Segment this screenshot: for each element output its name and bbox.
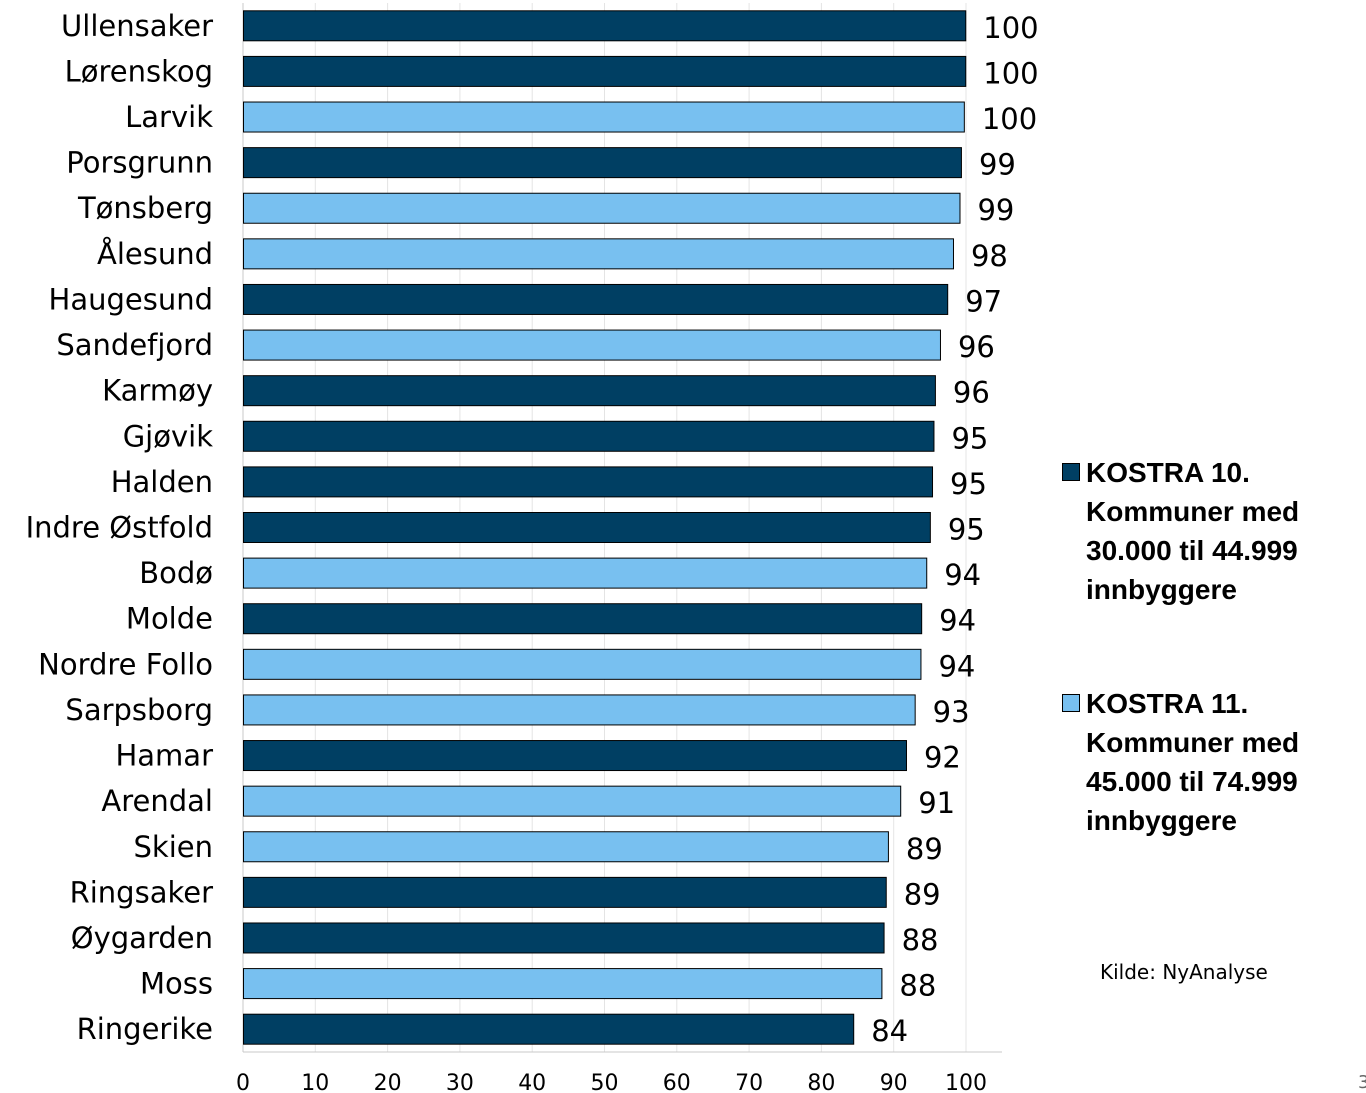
- category-label-11: Indre Østfold: [26, 511, 213, 545]
- x-tick-label-80: 80: [807, 1071, 835, 1093]
- category-label-10: Halden: [111, 465, 213, 499]
- bar-14: [243, 648, 922, 680]
- data-label-5: 98: [971, 239, 1008, 273]
- data-label-0: 100: [983, 11, 1038, 45]
- category-label-3: Porsgrunn: [66, 146, 213, 180]
- category-label-21: Moss: [140, 967, 213, 1001]
- category-label-18: Skien: [134, 830, 213, 864]
- x-tick-label-40: 40: [518, 1071, 546, 1093]
- bar-3: [243, 147, 962, 179]
- bar-11: [243, 512, 931, 543]
- x-tick-label-70: 70: [735, 1071, 763, 1093]
- bar-21: [243, 968, 883, 1000]
- page-number: 3: [1358, 1072, 1366, 1093]
- data-label-17: 91: [918, 786, 955, 820]
- data-label-14: 94: [938, 649, 975, 683]
- category-label-1: Lørenskog: [65, 54, 213, 88]
- data-label-3: 99: [979, 148, 1016, 182]
- bar-17: [243, 785, 902, 817]
- data-label-22: 84: [871, 1014, 908, 1048]
- data-label-10: 95: [950, 467, 987, 501]
- category-label-16: Hamar: [115, 739, 213, 773]
- data-label-2: 100: [982, 102, 1037, 136]
- bar-10: [243, 466, 934, 498]
- category-label-12: Bodø: [139, 556, 213, 590]
- bar-15: [243, 694, 916, 726]
- category-label-14: Nordre Follo: [38, 647, 213, 681]
- legend-entry-kostra-10: KOSTRA 10. Kommuner med 30.000 til 44.99…: [1062, 453, 1362, 609]
- x-tick-label-10: 10: [301, 1071, 329, 1093]
- data-label-1: 100: [983, 56, 1038, 90]
- bar-19: [243, 876, 887, 908]
- bar-13: [243, 603, 923, 635]
- bar-16: [243, 740, 907, 772]
- x-tick-label-90: 90: [880, 1071, 908, 1093]
- legend-swatch-kostra-11: [1062, 694, 1080, 712]
- legend-label-kostra-11: KOSTRA 11. Kommuner med 45.000 til 74.99…: [1086, 688, 1300, 836]
- data-label-6: 97: [965, 284, 1002, 318]
- x-tick-label-0: 0: [236, 1071, 250, 1093]
- legend-label-kostra-10: KOSTRA 10. Kommuner med 30.000 til 44.99…: [1086, 457, 1300, 605]
- data-label-19: 89: [904, 877, 941, 911]
- category-label-0: Ullensaker: [61, 9, 213, 43]
- category-label-2: Larvik: [125, 100, 213, 134]
- bar-5: [243, 238, 954, 270]
- category-label-4: Tønsberg: [77, 191, 213, 225]
- bar-2: [243, 101, 965, 133]
- category-label-15: Sarpsborg: [65, 693, 213, 727]
- data-label-16: 92: [924, 741, 961, 775]
- bar-6: [243, 283, 949, 315]
- bar-9: [243, 420, 935, 452]
- data-label-8: 96: [953, 376, 990, 410]
- legend-entry-kostra-11: KOSTRA 11. Kommuner med 45.000 til 74.99…: [1062, 684, 1362, 840]
- bar-12: [243, 557, 928, 589]
- category-label-5: Ålesund: [97, 237, 213, 271]
- x-tick-label-50: 50: [591, 1071, 619, 1093]
- category-label-8: Karmøy: [102, 374, 213, 408]
- data-label-9: 95: [951, 421, 988, 455]
- x-tick-label-60: 60: [663, 1071, 691, 1093]
- bar-7: [243, 329, 941, 361]
- category-label-9: Gjøvik: [123, 419, 213, 453]
- data-label-15: 93: [933, 695, 970, 729]
- data-label-12: 94: [944, 558, 981, 592]
- bar-18: [243, 831, 889, 863]
- data-label-18: 89: [906, 832, 943, 866]
- legend-swatch-kostra-10: [1062, 463, 1080, 481]
- bar-4: [243, 192, 961, 224]
- category-label-22: Ringerike: [77, 1012, 213, 1046]
- category-label-19: Ringsaker: [70, 875, 213, 909]
- data-label-11: 95: [948, 513, 985, 547]
- data-label-20: 88: [902, 923, 939, 957]
- data-label-4: 99: [977, 193, 1014, 227]
- category-label-13: Molde: [126, 602, 213, 636]
- bar-22: [243, 1013, 855, 1045]
- category-label-6: Haugesund: [49, 282, 213, 316]
- category-label-7: Sandefjord: [56, 328, 213, 362]
- x-tick-label-20: 20: [374, 1071, 402, 1093]
- data-label-13: 94: [939, 604, 976, 638]
- bar-0: [243, 10, 967, 42]
- bar-20: [243, 922, 885, 954]
- category-label-17: Arendal: [101, 784, 213, 818]
- data-label-21: 88: [899, 969, 936, 1003]
- source-note: Kilde: NyAnalyse: [1100, 960, 1268, 984]
- category-label-20: Øygarden: [71, 921, 213, 955]
- bar-1: [243, 55, 967, 87]
- data-label-7: 96: [958, 330, 995, 364]
- bar-8: [243, 375, 936, 407]
- x-tick-label-30: 30: [446, 1071, 474, 1093]
- x-tick-label-100: 100: [945, 1071, 987, 1093]
